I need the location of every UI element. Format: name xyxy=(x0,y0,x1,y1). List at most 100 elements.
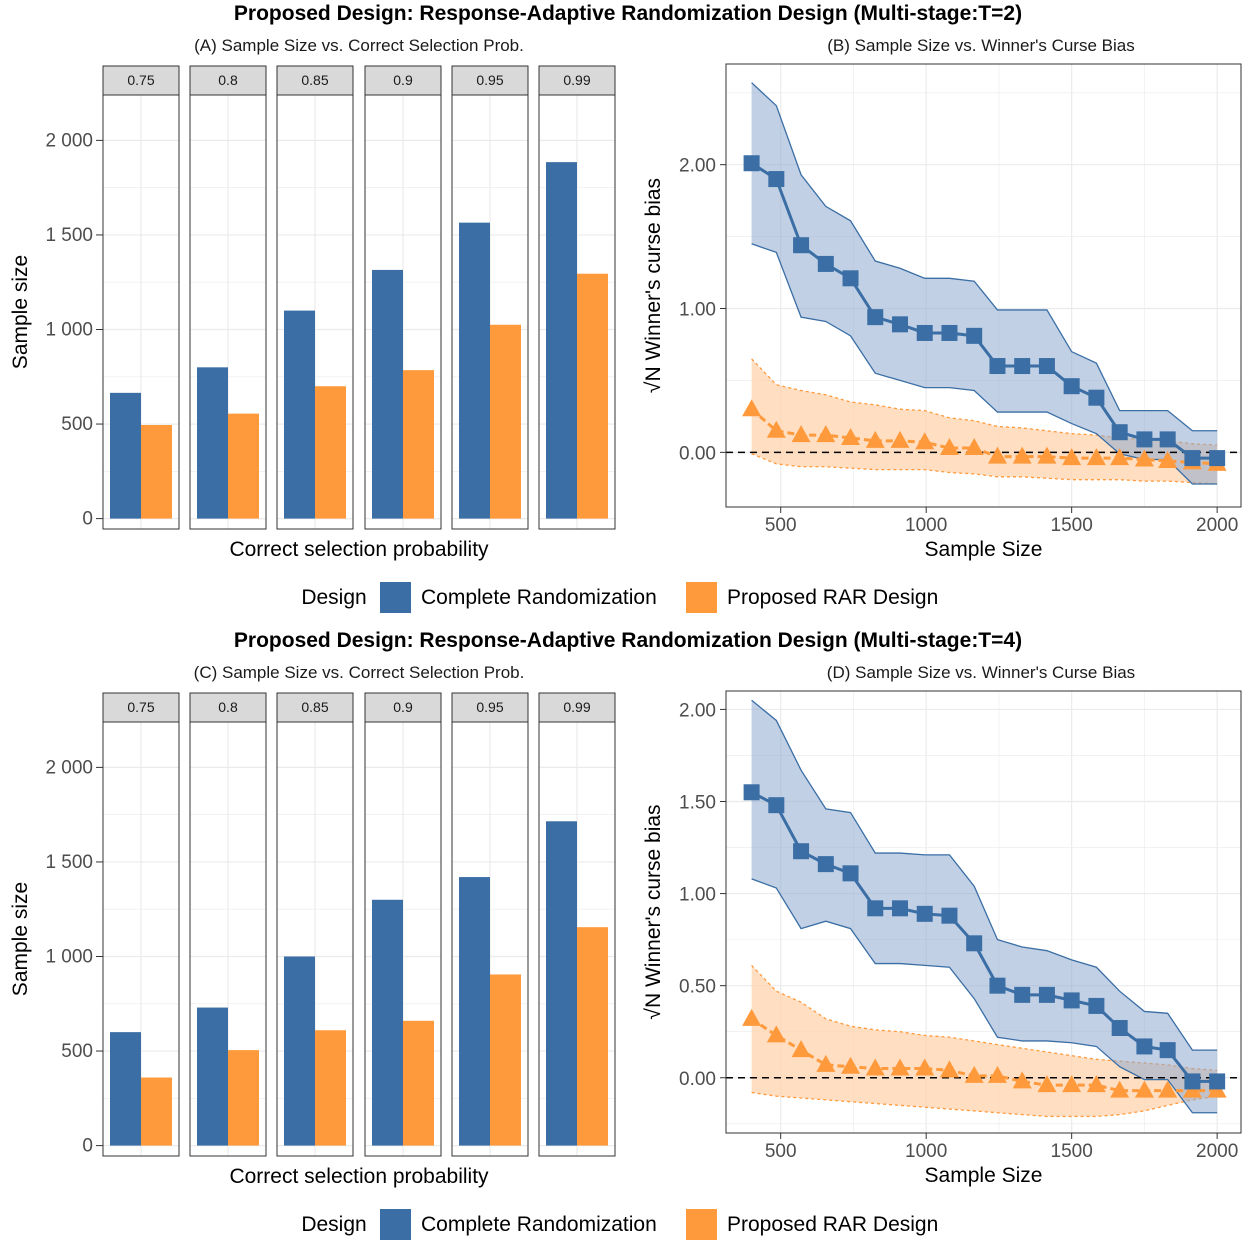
facet-0.85: 0.85 xyxy=(276,692,354,1157)
line-y-axis-label: √N Winner's curse bias xyxy=(642,178,665,393)
bar-complete-randomization xyxy=(372,269,403,519)
point-complete-randomization xyxy=(768,171,785,188)
bar-chart-subtitle: (A) Sample Size vs. Correct Selection Pr… xyxy=(194,36,524,55)
point-complete-randomization xyxy=(966,327,983,344)
point-proposed-rar xyxy=(841,427,861,445)
panel-1: Proposed Design: Response-Adaptive Rando… xyxy=(9,2,1242,613)
point-complete-randomization xyxy=(1063,992,1080,1009)
facet-border xyxy=(538,721,616,1157)
line-x-tick-label: 500 xyxy=(765,1141,797,1162)
facet-strip xyxy=(276,65,354,96)
y-axis-label-text: Winner's curse bias xyxy=(642,804,665,992)
line-plot-layer xyxy=(726,82,1241,485)
line-y-tick-label: 0.00 xyxy=(679,1069,716,1090)
point-complete-randomization xyxy=(817,856,834,873)
bar-y-tick-label: 0 xyxy=(82,1136,93,1157)
facet-0.9: 0.9 xyxy=(364,692,442,1157)
facet-0.99: 0.99 xyxy=(538,65,616,530)
point-proposed-rar xyxy=(1037,446,1057,464)
facet-0.95: 0.95 xyxy=(451,65,529,530)
bar-y-axis-label: Sample size xyxy=(9,255,32,369)
bar-complete-randomization xyxy=(546,821,577,1146)
line-y-tick-label: 0.00 xyxy=(679,443,716,464)
bar-complete-randomization xyxy=(546,162,577,519)
point-complete-randomization xyxy=(867,309,884,326)
facet-strip xyxy=(451,692,529,723)
facet-strip-label: 0.8 xyxy=(218,699,238,715)
bar-y-tick-label: 1 500 xyxy=(45,225,93,246)
point-proposed-rar xyxy=(742,399,762,417)
facet-strip-label: 0.8 xyxy=(218,72,238,88)
panel-title: Proposed Design: Response-Adaptive Rando… xyxy=(234,629,1022,652)
point-complete-randomization xyxy=(916,905,933,922)
line-x-tick-label: 2000 xyxy=(1196,1141,1238,1162)
bar-y-tick-label: 1 000 xyxy=(45,946,93,967)
point-complete-randomization xyxy=(768,797,785,814)
ci-upper-complete-randomization xyxy=(751,699,1218,1051)
point-complete-randomization xyxy=(941,324,958,341)
point-proposed-rar xyxy=(791,425,811,443)
facet-strip-label: 0.95 xyxy=(476,72,503,88)
point-proposed-rar xyxy=(1062,448,1082,466)
point-complete-randomization xyxy=(1014,358,1031,375)
point-complete-randomization xyxy=(966,935,983,952)
panel-title: Proposed Design: Response-Adaptive Rando… xyxy=(234,2,1022,25)
facet-0.75: 0.75 xyxy=(102,65,180,530)
point-proposed-rar xyxy=(1158,450,1178,468)
facet-border xyxy=(189,94,267,530)
facet-strip xyxy=(102,692,180,723)
bar-y-tick-label: 2 000 xyxy=(45,757,93,778)
sqrt-n-symbol: √N xyxy=(642,366,665,393)
bar-proposed-rar xyxy=(315,1030,346,1146)
facet-strip xyxy=(538,65,616,96)
bar-proposed-rar xyxy=(577,927,608,1146)
bar-y-tick-label: 0 xyxy=(82,509,93,530)
bar-complete-randomization xyxy=(110,392,141,519)
point-complete-randomization xyxy=(941,907,958,924)
facet-strip-label: 0.75 xyxy=(127,699,154,715)
point-complete-randomization xyxy=(1159,431,1176,448)
point-proposed-rar xyxy=(1134,1080,1154,1098)
bar-complete-randomization xyxy=(459,877,490,1146)
legend-swatch-proposed-rar xyxy=(686,582,717,613)
ci-upper-complete-randomization xyxy=(751,82,1218,432)
bar-y-tick-label: 500 xyxy=(61,1041,93,1062)
facet-border xyxy=(276,94,354,530)
bar-complete-randomization xyxy=(459,222,490,519)
facet-border xyxy=(364,721,442,1157)
point-complete-randomization xyxy=(1209,450,1226,467)
facet-strip-label: 0.9 xyxy=(393,72,413,88)
point-complete-randomization xyxy=(891,316,908,333)
point-complete-randomization xyxy=(1038,986,1055,1003)
y-axis-label-text: Winner's curse bias xyxy=(642,178,665,366)
bar-complete-randomization xyxy=(197,367,228,519)
point-proposed-rar xyxy=(1086,448,1106,466)
point-complete-randomization xyxy=(1088,997,1105,1014)
legend-swatch-complete-randomization xyxy=(380,582,411,613)
bar-proposed-rar xyxy=(490,974,521,1146)
facet-0.9: 0.9 xyxy=(364,65,442,530)
point-proposed-rar xyxy=(841,1056,861,1074)
legend-label-complete-randomization: Complete Randomization xyxy=(421,586,657,609)
point-proposed-rar xyxy=(1134,449,1154,467)
point-proposed-rar xyxy=(987,1065,1007,1083)
point-complete-randomization xyxy=(1038,358,1055,375)
point-proposed-rar xyxy=(816,425,836,443)
facet-strip-label: 0.99 xyxy=(563,72,590,88)
facet-strip-label: 0.75 xyxy=(127,72,154,88)
bar-proposed-rar xyxy=(228,413,259,519)
point-complete-randomization xyxy=(842,270,859,287)
line-x-tick-label: 1500 xyxy=(1051,1141,1093,1162)
facet-strip xyxy=(189,65,267,96)
facet-strip xyxy=(364,692,442,723)
ci-band-complete-randomization xyxy=(751,82,1218,484)
point-complete-randomization xyxy=(1136,1038,1153,1055)
facet-0.8: 0.8 xyxy=(189,692,267,1157)
bar-proposed-rar xyxy=(141,1077,172,1146)
line-y-tick-label: 1.00 xyxy=(679,300,716,321)
bar-complete-randomization xyxy=(110,1032,141,1146)
bar-complete-randomization xyxy=(284,310,315,519)
bar-proposed-rar xyxy=(228,1050,259,1146)
point-complete-randomization xyxy=(1111,424,1128,441)
point-proposed-rar xyxy=(964,1065,984,1083)
